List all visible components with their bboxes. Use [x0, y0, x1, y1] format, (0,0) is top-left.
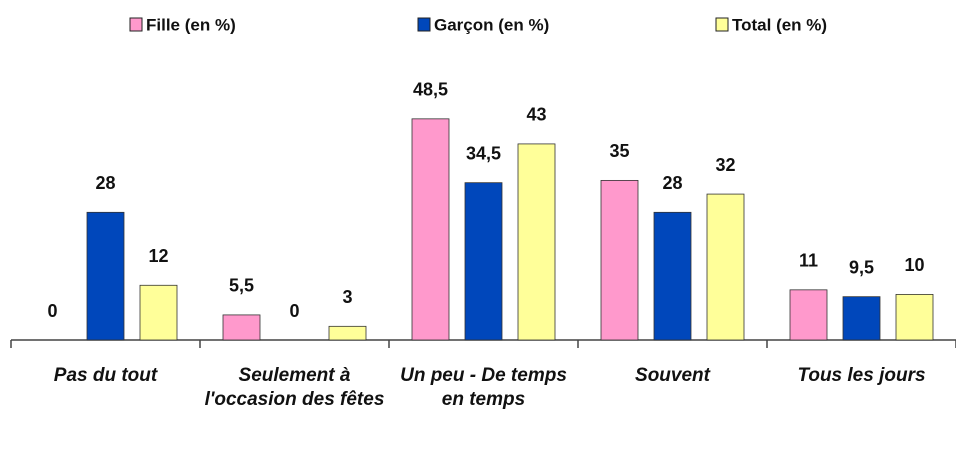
bar	[895, 293, 934, 341]
bar	[517, 143, 556, 341]
bar	[706, 193, 745, 341]
data-label: 0	[289, 301, 299, 321]
bar	[411, 118, 450, 341]
data-label: 43	[526, 105, 546, 125]
bar	[139, 284, 178, 341]
x-tick-label: Seulement à l'occasion des fêtes	[204, 365, 385, 410]
data-label: 10	[904, 255, 924, 275]
bar	[222, 314, 261, 341]
bar	[86, 211, 125, 341]
data-label: 32	[715, 155, 735, 175]
data-label: 5,5	[229, 276, 254, 296]
x-tick-label: Pas du tout	[53, 365, 158, 386]
data-label: 28	[662, 173, 682, 193]
legend-swatch	[715, 17, 729, 32]
bar	[842, 296, 881, 341]
legend-label: Total (en %)	[732, 15, 827, 34]
bar	[328, 325, 367, 341]
bar	[464, 182, 503, 341]
legend-label: Fille (en %)	[146, 15, 236, 34]
data-label: 35	[609, 141, 629, 161]
bar	[653, 211, 692, 341]
data-label: 48,5	[413, 80, 448, 100]
data-label: 9,5	[849, 257, 874, 277]
bar	[600, 179, 639, 341]
bar	[789, 289, 828, 341]
data-label: 12	[148, 246, 168, 266]
data-label: 11	[799, 251, 818, 271]
legend-swatch	[417, 17, 431, 32]
data-label: 3	[342, 287, 352, 307]
x-tick-label: Un peu - De temps en temps	[400, 365, 567, 410]
x-tick-label: Souvent	[635, 365, 710, 386]
legend-swatch	[129, 17, 143, 32]
data-label: 34,5	[466, 143, 501, 163]
x-tick-label: Tous les jours	[797, 365, 926, 386]
legend-label: Garçon (en %)	[434, 15, 549, 34]
data-label: 0	[47, 301, 57, 321]
data-label: 28	[95, 173, 115, 193]
